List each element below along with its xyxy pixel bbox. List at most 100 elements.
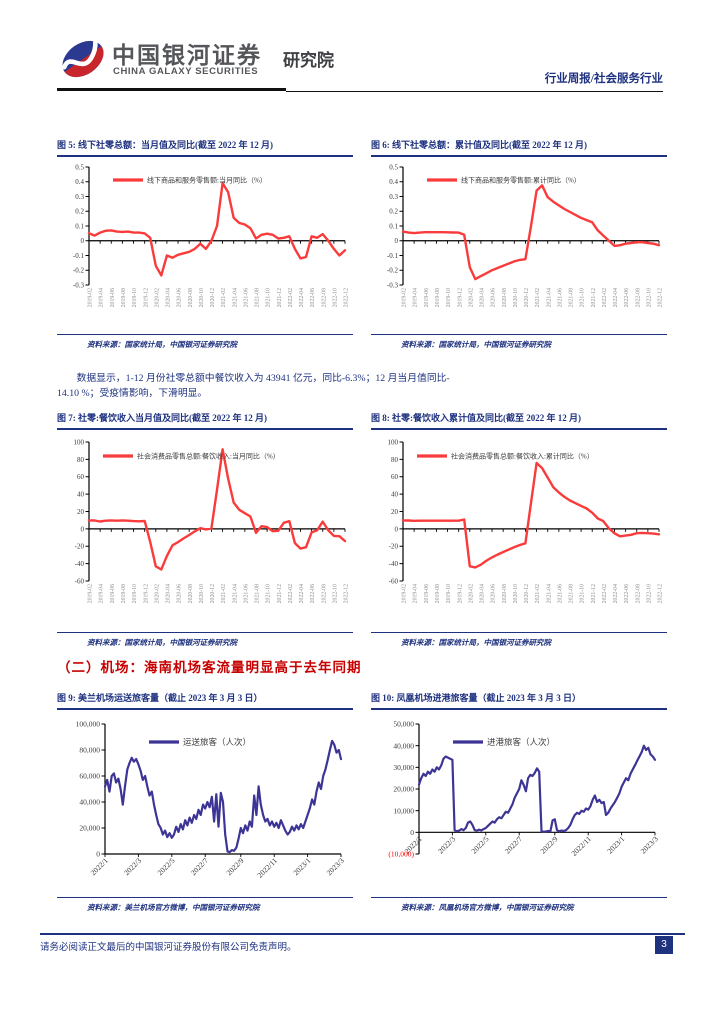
footer-disclaimer: 请务必阅读正文最后的中国银河证券股份有限公司免责声明。 [40, 943, 297, 953]
svg-text:2020-04: 2020-04 [480, 288, 486, 307]
svg-text:40: 40 [391, 491, 399, 499]
svg-text:2023/1: 2023/1 [291, 856, 312, 877]
figure-10-title: 图 10: 凤凰机场进港旅客量（截止 2023 年 3 月 3 日） [371, 693, 667, 711]
svg-text:20: 20 [391, 508, 399, 516]
svg-text:0: 0 [81, 237, 85, 245]
svg-text:-20: -20 [389, 543, 399, 551]
header-rule-right [286, 91, 663, 93]
svg-text:40,000: 40,000 [79, 798, 100, 807]
svg-text:2020-08: 2020-08 [188, 288, 194, 307]
svg-text:2022/9: 2022/9 [538, 834, 559, 855]
svg-text:-0.3: -0.3 [73, 282, 85, 290]
svg-text:-0.2: -0.2 [387, 267, 399, 275]
svg-text:2019-10: 2019-10 [446, 584, 452, 603]
svg-text:2021-04: 2021-04 [232, 288, 238, 307]
brand-name-cn: 中国银河证券 [112, 42, 262, 68]
svg-text:2022-08: 2022-08 [321, 288, 327, 307]
svg-text:20: 20 [77, 508, 85, 516]
svg-text:2019-02: 2019-02 [402, 288, 408, 307]
svg-text:2020-04: 2020-04 [480, 584, 486, 603]
galaxy-logo-icon [62, 39, 104, 78]
svg-text:2019-06: 2019-06 [424, 288, 430, 307]
figure-8-source: 资料来源：国家统计局，中国银河证券研究院 [371, 632, 667, 648]
svg-text:2022/11: 2022/11 [255, 856, 279, 880]
svg-text:0.4: 0.4 [75, 178, 84, 186]
svg-text:线下商品和服务零售额:当月同比（%）: 线下商品和服务零售额:当月同比（%） [147, 176, 267, 185]
svg-text:2022/7: 2022/7 [189, 856, 210, 877]
svg-text:2022/3: 2022/3 [436, 834, 457, 855]
svg-text:2022/9: 2022/9 [224, 856, 245, 877]
svg-text:0.3: 0.3 [75, 193, 84, 201]
svg-text:2020-02: 2020-02 [154, 584, 160, 603]
svg-text:30,000: 30,000 [393, 763, 414, 772]
svg-text:20,000: 20,000 [79, 824, 100, 833]
svg-text:(10,000): (10,000) [388, 850, 414, 859]
svg-text:0: 0 [395, 526, 399, 534]
svg-text:2019-06: 2019-06 [110, 584, 116, 603]
svg-text:2022-12: 2022-12 [344, 584, 350, 603]
figure-6-block: 图 6: 线下社零总额：累计值及同比(截至 2022 年 12 月) 0.5 0.… [371, 140, 667, 350]
svg-text:2023/3: 2023/3 [639, 834, 660, 855]
svg-text:2021-06: 2021-06 [557, 584, 563, 603]
svg-text:2022-04: 2022-04 [299, 288, 305, 307]
svg-text:0: 0 [410, 828, 414, 837]
svg-text:2019-04: 2019-04 [413, 288, 419, 307]
svg-text:2020-08: 2020-08 [502, 288, 508, 307]
svg-text:2022-10: 2022-10 [332, 288, 338, 307]
svg-text:80,000: 80,000 [79, 746, 100, 755]
svg-text:2021-12: 2021-12 [591, 288, 597, 307]
svg-text:2022-06: 2022-06 [310, 288, 316, 307]
svg-text:2019-08: 2019-08 [435, 584, 441, 603]
svg-text:2020-06: 2020-06 [177, 584, 183, 603]
svg-text:2019-10: 2019-10 [132, 584, 138, 603]
page-number-badge: 3 [655, 936, 673, 954]
svg-text:-0.3: -0.3 [387, 282, 399, 290]
svg-text:0: 0 [96, 850, 100, 859]
svg-text:0.2: 0.2 [389, 208, 398, 216]
svg-text:2019-12: 2019-12 [143, 584, 149, 603]
svg-text:2023/3: 2023/3 [325, 856, 346, 877]
svg-text:2022-08: 2022-08 [635, 288, 641, 307]
svg-text:2022-04: 2022-04 [299, 584, 305, 603]
svg-text:2022-08: 2022-08 [635, 584, 641, 603]
svg-text:2022-06: 2022-06 [624, 288, 630, 307]
svg-text:100,000: 100,000 [76, 720, 101, 729]
svg-text:2021-08: 2021-08 [569, 584, 575, 603]
svg-text:2022/1: 2022/1 [89, 856, 110, 877]
svg-text:2020-02: 2020-02 [468, 288, 474, 307]
svg-text:60,000: 60,000 [79, 772, 100, 781]
svg-text:2019-10: 2019-10 [132, 288, 138, 307]
report-type-label: 行业周报/社会服务行业 [544, 73, 663, 85]
svg-text:2022-06: 2022-06 [310, 584, 316, 603]
header-rule-left [57, 88, 286, 91]
svg-text:60: 60 [77, 473, 85, 481]
svg-text:2022/5: 2022/5 [469, 834, 490, 855]
svg-text:2020-12: 2020-12 [524, 584, 530, 603]
svg-text:50,000: 50,000 [393, 720, 414, 729]
figure-10-line-chart: 50,000 40,000 30,000 20,000 10,000 0 (10,000) 2… [388, 720, 660, 859]
svg-text:2022-02: 2022-02 [602, 288, 608, 307]
svg-text:2022-10: 2022-10 [646, 288, 652, 307]
svg-text:2022/11: 2022/11 [569, 834, 593, 858]
svg-text:2022-02: 2022-02 [288, 288, 294, 307]
svg-text:60: 60 [391, 473, 399, 481]
svg-text:0: 0 [395, 237, 399, 245]
svg-text:2022-02: 2022-02 [602, 584, 608, 603]
svg-text:-0.1: -0.1 [73, 252, 85, 260]
svg-text:0.5: 0.5 [75, 164, 84, 172]
svg-text:2021-08: 2021-08 [255, 288, 261, 307]
svg-text:社会消费品零售总额:餐饮收入:累计同比（%）: 社会消费品零售总额:餐饮收入:累计同比（%） [451, 452, 594, 461]
svg-text:0: 0 [81, 526, 85, 534]
svg-text:2021-02: 2021-02 [221, 288, 227, 307]
svg-text:2020-08: 2020-08 [188, 584, 194, 603]
svg-text:2019-08: 2019-08 [121, 584, 127, 603]
svg-text:0.5: 0.5 [389, 164, 398, 172]
svg-text:2019-10: 2019-10 [446, 288, 452, 307]
svg-text:2022-10: 2022-10 [646, 584, 652, 603]
figure-7-block: 图 7: 社零:餐饮收入当月值及同比(截至 2022 年 12 月) 100 80… [57, 413, 353, 648]
